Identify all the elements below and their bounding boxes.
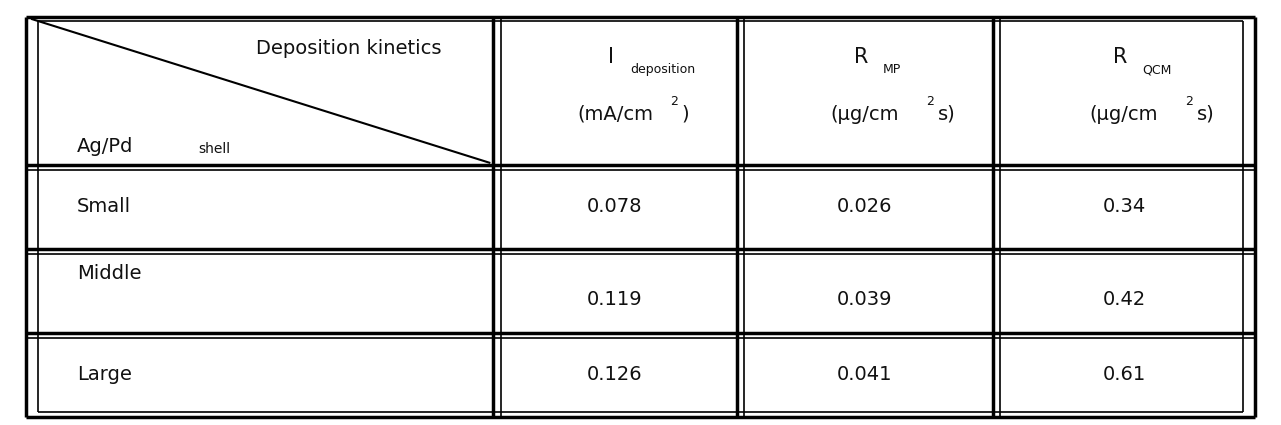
Text: R: R <box>853 47 869 67</box>
Text: (μg/cm: (μg/cm <box>830 105 899 124</box>
Text: s): s) <box>938 105 956 124</box>
Text: 0.119: 0.119 <box>587 290 643 309</box>
Text: s): s) <box>1196 105 1214 124</box>
Text: 0.42: 0.42 <box>1103 290 1145 309</box>
Text: 0.126: 0.126 <box>587 365 643 384</box>
Text: 0.61: 0.61 <box>1103 365 1145 384</box>
Text: deposition: deposition <box>630 63 696 76</box>
Text: 0.34: 0.34 <box>1103 197 1145 216</box>
Text: 0.026: 0.026 <box>836 197 893 216</box>
Text: Large: Large <box>77 365 132 384</box>
Text: (μg/cm: (μg/cm <box>1090 105 1158 124</box>
Text: 2: 2 <box>926 95 934 108</box>
Text: 2: 2 <box>1186 95 1194 108</box>
Text: (mA/cm: (mA/cm <box>576 105 653 124</box>
Text: R: R <box>1113 47 1127 67</box>
Text: Ag/Pd: Ag/Pd <box>77 137 133 156</box>
Text: shell: shell <box>199 142 231 156</box>
Text: Small: Small <box>77 197 131 216</box>
Text: 0.039: 0.039 <box>836 290 893 309</box>
Text: 0.041: 0.041 <box>836 365 893 384</box>
Text: Deposition kinetics: Deposition kinetics <box>256 39 442 58</box>
Text: QCM: QCM <box>1141 63 1171 76</box>
Text: I: I <box>608 47 614 67</box>
Text: Middle: Middle <box>77 264 141 283</box>
Text: 0.078: 0.078 <box>587 197 643 216</box>
Text: 2: 2 <box>670 95 678 108</box>
Text: MP: MP <box>883 63 901 76</box>
Text: ): ) <box>681 105 689 124</box>
